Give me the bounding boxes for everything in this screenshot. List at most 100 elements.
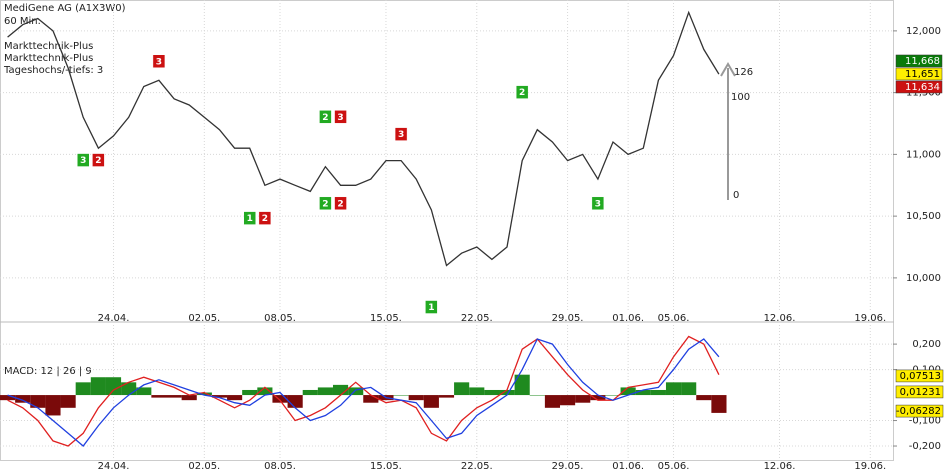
x-tick-label: 01.06.	[612, 313, 644, 324]
histogram-bar	[529, 395, 545, 396]
annotation: Markttechnik-Plus	[4, 41, 93, 52]
histogram-bar	[590, 395, 606, 401]
signal-marker-label: 2	[322, 199, 328, 209]
signal-marker	[334, 196, 347, 211]
histogram-bar	[575, 395, 591, 403]
signal-marker	[258, 211, 272, 225]
signal-marker-label: 2	[322, 113, 328, 123]
histogram-bar	[363, 395, 379, 403]
x-tick-label: 15.05.	[370, 461, 402, 472]
x-tick-label: 29.05.	[552, 461, 584, 472]
histogram-bar	[15, 395, 31, 403]
signal-marker	[319, 196, 332, 211]
histogram-bar	[45, 395, 61, 416]
x-tick-label: 02.05.	[188, 461, 220, 472]
value-label: -0,06282	[896, 406, 941, 417]
y-tick-label: 12,000	[906, 26, 941, 37]
histogram-bar	[90, 377, 106, 396]
price-line	[7, 10, 720, 267]
x-tick-label: 08.05.	[264, 461, 296, 472]
signal-marker-label: 3	[80, 156, 86, 166]
x-tick-label: 15.05.	[370, 313, 402, 324]
annotation: Markttechnik-Plus	[4, 53, 93, 64]
arrow-label: 100	[731, 92, 750, 103]
histogram-bar	[408, 395, 424, 401]
histogram-bar	[423, 395, 439, 408]
price-label-box	[895, 80, 943, 94]
x-tick-label: 12.06.	[764, 461, 796, 472]
x-tick-label: 05.06.	[658, 313, 690, 324]
signal-marker-label: 1	[247, 214, 253, 224]
histogram-bar	[196, 392, 212, 396]
x-tick-label: 12.06.	[764, 313, 796, 324]
signal-marker-label: 2	[337, 199, 343, 209]
histogram-bar	[30, 395, 46, 408]
x-tick-label: 19.06.	[854, 313, 886, 324]
histogram-bar	[620, 387, 636, 396]
histogram-bar	[665, 382, 682, 396]
x-tick-label: 24.04.	[98, 461, 130, 472]
histogram-bar	[121, 382, 137, 396]
histogram-bar	[151, 395, 167, 398]
signal-marker-label: 3	[398, 130, 404, 140]
signal-marker-label: 2	[262, 214, 268, 224]
histogram-bar	[105, 377, 122, 396]
value-label: 0,07513	[900, 371, 941, 382]
value-label-box	[895, 369, 944, 383]
y-tick-label: 10,000	[906, 273, 941, 284]
annotation: Tageshochs/-tiefs: 3	[3, 65, 103, 76]
signal-marker	[425, 300, 438, 314]
histogram-bar	[242, 389, 258, 396]
signal-marker	[76, 153, 90, 167]
histogram-bar	[469, 387, 485, 396]
arrow-label: 0	[733, 190, 739, 201]
macd-title: MACD: 12 | 26 | 9	[4, 366, 92, 377]
histogram-bar	[348, 387, 364, 396]
histogram-bar	[60, 395, 76, 408]
price-label: 11,668	[905, 56, 940, 67]
x-tick-label: 05.06.	[658, 461, 690, 472]
chart-subtitle: 60 Min.	[4, 16, 41, 27]
histogram-bar	[272, 395, 288, 403]
histogram-bar	[257, 387, 273, 396]
histogram-bar	[484, 389, 500, 396]
x-tick-label: 19.06.	[854, 461, 886, 472]
histogram-bar	[317, 387, 333, 396]
x-tick-label: 08.05.	[264, 313, 296, 324]
x-tick-label: 22.05.	[461, 461, 493, 472]
histogram-bar	[454, 382, 470, 396]
y-tick-label: -0,200	[909, 441, 941, 452]
price-label-box	[895, 54, 943, 68]
y-tick-label: 11,000	[906, 149, 941, 160]
x-tick-label: 01.06.	[612, 461, 644, 472]
signal-marker	[394, 127, 408, 141]
signal-marker	[591, 196, 605, 211]
signal-marker	[319, 110, 332, 124]
histogram-bar	[544, 395, 561, 408]
histogram-bar	[302, 389, 318, 396]
x-tick-label: 02.05.	[188, 313, 220, 324]
signal-marker-label: 3	[156, 57, 162, 67]
value-label-box	[895, 404, 944, 418]
histogram-bar	[438, 395, 455, 398]
arrow-label: 126	[734, 67, 753, 78]
value-label-box	[895, 385, 944, 399]
plot-frame	[0, 0, 894, 461]
signal-marker	[152, 54, 166, 69]
x-tick-label: 24.04.	[98, 313, 130, 324]
price-label: 11,651	[905, 69, 940, 80]
histogram-bar	[181, 395, 197, 401]
value-label: 0,01231	[900, 387, 941, 398]
price-label: 11,634	[905, 82, 940, 93]
histogram-bar	[499, 389, 515, 396]
signal-marker	[243, 211, 256, 225]
x-tick-label: 22.05.	[461, 313, 493, 324]
histogram-bar	[0, 395, 16, 401]
signal-marker	[515, 85, 529, 99]
histogram-bar	[696, 395, 712, 401]
histogram-bar	[211, 395, 228, 398]
price-label-box	[895, 67, 943, 81]
histogram-bar	[393, 395, 409, 396]
histogram-bar	[166, 395, 182, 398]
